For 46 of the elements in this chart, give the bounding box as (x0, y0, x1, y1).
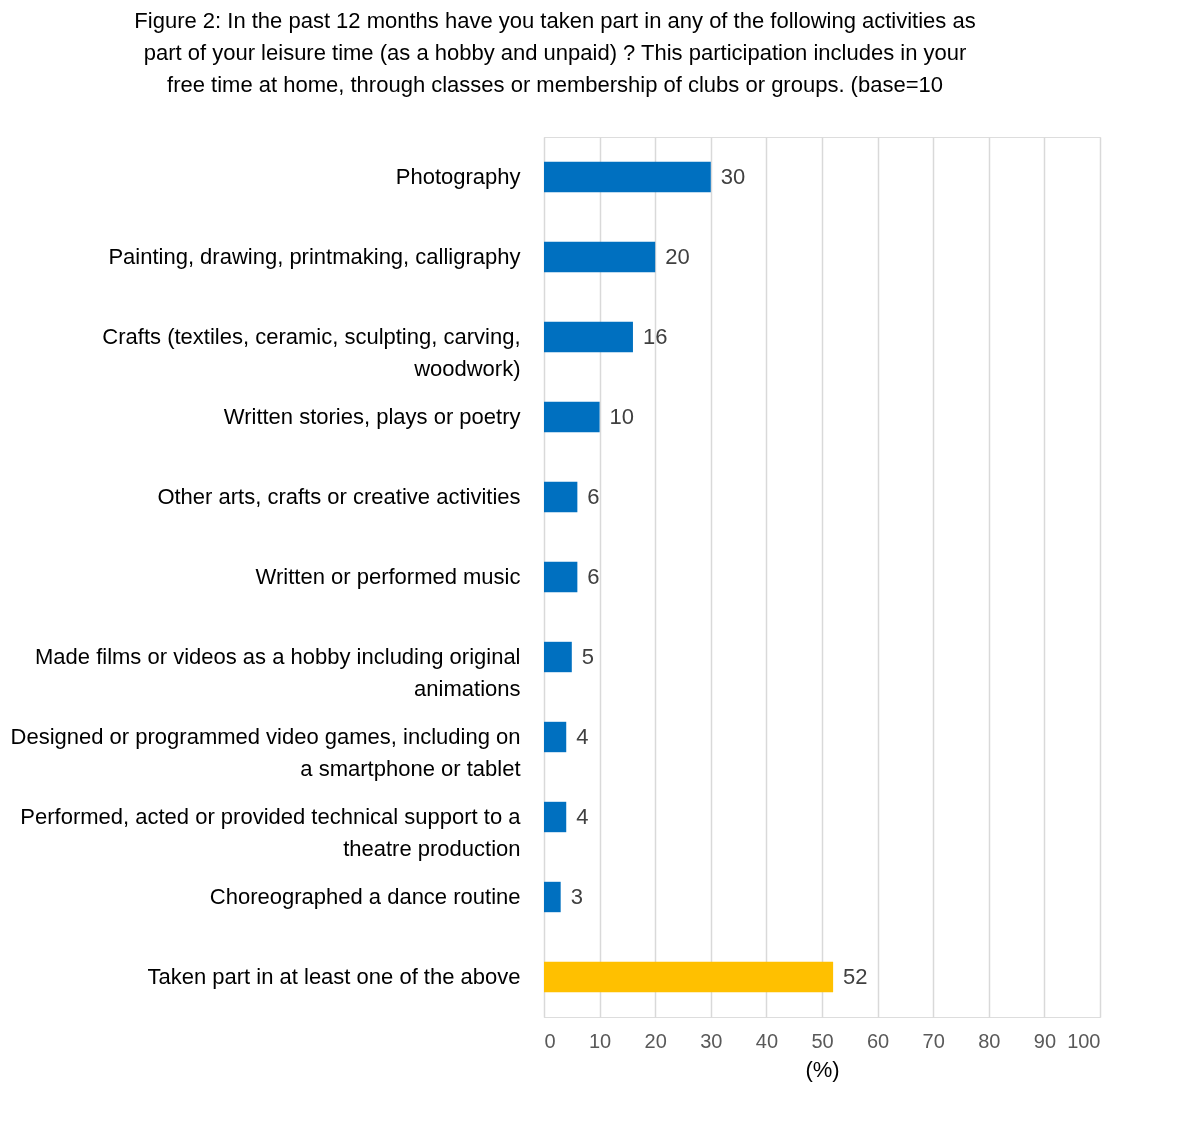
y-tick-label: Written stories, plays or poetry (223, 404, 521, 429)
x-tick-label: 10 (588, 1029, 612, 1052)
data-label: 52 (843, 964, 868, 989)
bar (544, 161, 711, 193)
data-label: 5 (581, 644, 595, 669)
chart-title: Figure 2: In the past 12 months have you taken part in any of the following activities as part of your leisure time (as a hobby and unpaid) ? This participation includes in your free time at home, through classes or membership of clubs or groups. (base=10 (134, 8, 976, 97)
data-label: 3 (570, 884, 583, 909)
x-tick-label: 50 (811, 1029, 834, 1052)
x-tick-label: 60 (866, 1029, 890, 1052)
data-label: 20 (665, 244, 690, 269)
y-tick-label: Designed or programmed video games, including on a smartphone or tablet (10, 724, 521, 781)
y-tick-label: Other arts, crafts or creative activities (157, 484, 521, 509)
data-label: 6 (587, 564, 600, 589)
data-label: 30 (720, 164, 746, 189)
data-label: 4 (576, 804, 589, 829)
bar (544, 321, 633, 353)
y-tick-label: Crafts (textiles, ceramic, sculpting, carving, woodwork) (102, 324, 521, 381)
y-tick-label: Choreographed a dance routine (209, 884, 521, 909)
x-tick-label: 80 (978, 1029, 1001, 1052)
x-tick-label: 90 (1033, 1029, 1057, 1052)
y-tick-label: Taken part in at least one of the above (147, 964, 521, 989)
y-tick-label: Made films or videos as a hobby including original animations (35, 644, 521, 701)
x-tick-label: 0 (544, 1029, 556, 1052)
y-tick-label: Performed, acted or provided technical support to a theatre production (20, 804, 522, 861)
bar (544, 481, 578, 513)
bar (544, 881, 561, 913)
y-tick-label: Written or performed music (255, 564, 521, 589)
data-label: 6 (587, 484, 600, 509)
x-tick-label: 40 (755, 1029, 779, 1052)
y-tick-label: Painting, drawing, printmaking, calligraphy (108, 244, 521, 269)
y-tick-label: Photography (395, 164, 521, 189)
x-tick-label: 100 (1067, 1029, 1101, 1052)
x-tick-label: 30 (700, 1029, 723, 1052)
bar (544, 401, 600, 433)
bar (544, 561, 578, 593)
bar (544, 241, 656, 273)
data-label: 16 (642, 324, 668, 349)
x-tick-label: 20 (644, 1029, 667, 1052)
x-tick-label: 70 (922, 1029, 945, 1052)
data-label: 10 (609, 404, 635, 429)
bar (544, 641, 572, 673)
bar (544, 961, 834, 993)
data-label: 4 (576, 724, 589, 749)
bar (544, 721, 567, 753)
x-axis-title: (%) (805, 1056, 840, 1082)
bar (544, 801, 567, 833)
